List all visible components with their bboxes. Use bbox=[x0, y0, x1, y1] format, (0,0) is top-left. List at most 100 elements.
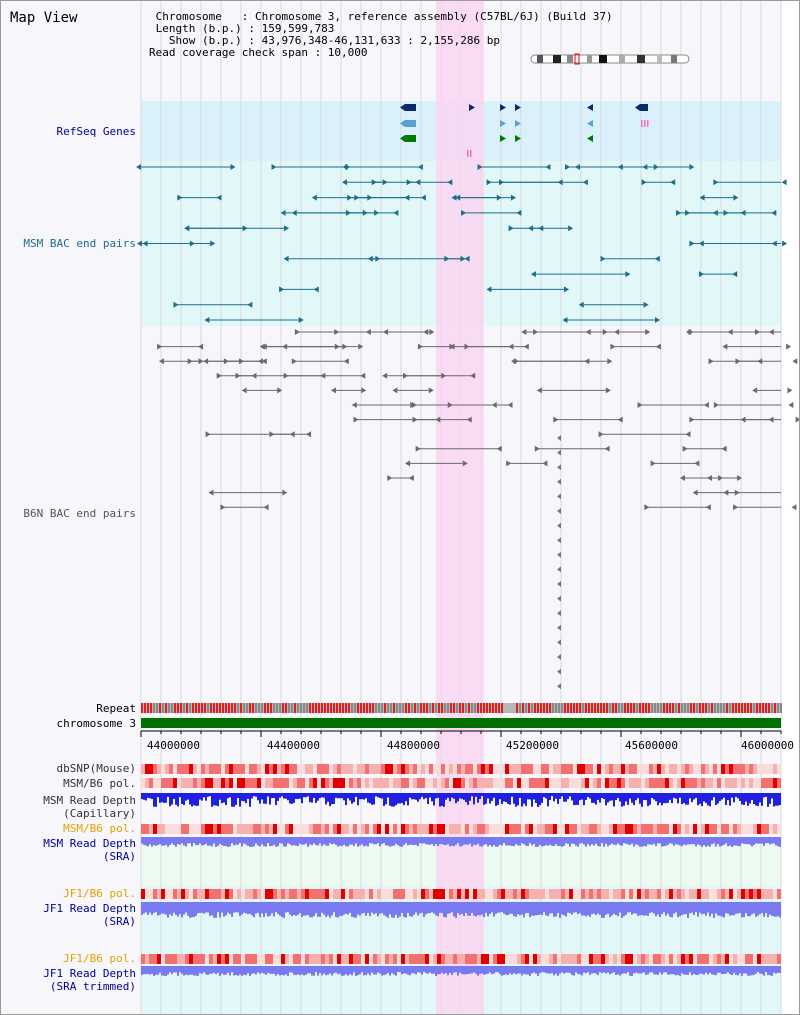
polymorphism-cell bbox=[541, 889, 545, 899]
polymorphism-cell bbox=[409, 954, 413, 964]
repeat-element bbox=[597, 703, 599, 713]
read-depth-bar bbox=[177, 966, 179, 976]
read-depth-bar bbox=[341, 837, 343, 847]
polymorphism-cell bbox=[145, 824, 149, 834]
track-label-msm-depth-sra[interactable]: MSM Read Depth bbox=[43, 837, 136, 850]
read-depth-bar bbox=[227, 966, 229, 973]
read-depth-bar bbox=[407, 793, 409, 806]
track-label-msm-depth-cap[interactable]: MSM Read Depth bbox=[43, 794, 136, 807]
b6n-bac-pair bbox=[723, 489, 729, 496]
polymorphism-cell bbox=[529, 824, 533, 834]
track-label-refseq[interactable]: RefSeq Genes bbox=[56, 125, 136, 138]
read-depth-bar bbox=[195, 837, 197, 846]
read-depth-bar bbox=[231, 966, 233, 973]
polymorphism-cell bbox=[653, 954, 657, 964]
read-depth-bar bbox=[209, 902, 211, 916]
polymorphism-cell bbox=[257, 824, 261, 834]
read-depth-bar bbox=[429, 793, 431, 798]
repeat-element bbox=[288, 703, 290, 713]
read-depth-bar bbox=[649, 966, 651, 973]
read-depth-bar bbox=[317, 837, 319, 846]
read-depth-bar bbox=[323, 902, 325, 915]
read-depth-bar bbox=[253, 837, 255, 847]
polymorphism-cell bbox=[405, 778, 409, 788]
track-label-b6n-bac[interactable]: B6N BAC end pairs bbox=[23, 507, 136, 520]
polymorphism-cell bbox=[461, 778, 465, 788]
polymorphism-cell bbox=[149, 764, 153, 774]
read-depth-bar bbox=[221, 837, 223, 846]
track-label-msm-pol-1[interactable]: MSM/B6 pol. bbox=[63, 777, 136, 790]
read-depth-bar bbox=[377, 902, 379, 917]
read-depth-bar bbox=[695, 837, 697, 847]
read-depth-bar bbox=[401, 837, 403, 847]
read-depth-bar bbox=[429, 902, 431, 914]
read-depth-bar bbox=[571, 837, 573, 844]
read-depth-bar bbox=[467, 793, 469, 805]
polymorphism-cell bbox=[373, 764, 377, 774]
polymorphism-cell bbox=[189, 824, 193, 834]
read-depth-bar bbox=[147, 793, 149, 798]
polymorphism-cell bbox=[545, 889, 549, 899]
read-depth-bar bbox=[277, 793, 279, 801]
track-label-msm-bac[interactable]: MSM BAC end pairs bbox=[23, 237, 136, 250]
read-depth-bar bbox=[643, 902, 645, 916]
polymorphism-cell bbox=[593, 824, 597, 834]
read-depth-bar bbox=[761, 793, 763, 806]
b6n-bac-pair bbox=[605, 387, 611, 394]
repeat-element bbox=[351, 703, 353, 713]
polymorphism-cell bbox=[293, 764, 297, 774]
polymorphism-cell bbox=[493, 889, 497, 899]
polymorphism-cell bbox=[273, 889, 277, 899]
track-label-jf1-depth-sra[interactable]: JF1 Read Depth bbox=[43, 902, 136, 915]
track-label-jf1-pol-1[interactable]: JF1/B6 pol. bbox=[63, 887, 136, 900]
read-depth-bar bbox=[617, 793, 619, 799]
repeat-element bbox=[612, 703, 614, 713]
read-depth-bar bbox=[175, 793, 177, 805]
read-depth-bar bbox=[747, 902, 749, 917]
repeat-element bbox=[624, 703, 626, 713]
read-depth-bar bbox=[643, 837, 645, 846]
repeat-element bbox=[336, 703, 338, 713]
read-depth-bar bbox=[419, 837, 421, 844]
read-depth-bar bbox=[623, 902, 625, 917]
b6n-bac-pair bbox=[694, 460, 700, 467]
read-depth-bar bbox=[719, 966, 721, 973]
repeat-element bbox=[462, 703, 464, 713]
read-depth-bar bbox=[365, 837, 367, 846]
polymorphism-cell bbox=[649, 778, 653, 788]
polymorphism-cell bbox=[549, 824, 553, 834]
polymorphism-cell bbox=[349, 778, 353, 788]
polymorphism-cell bbox=[429, 778, 433, 788]
polymorphism-cell bbox=[237, 764, 241, 774]
read-depth-bar bbox=[585, 966, 587, 974]
track-label-jf1-depth-trim[interactable]: JF1 Read Depth bbox=[43, 967, 136, 980]
read-depth-bar bbox=[355, 966, 357, 976]
read-depth-bar bbox=[531, 837, 533, 846]
polymorphism-cell bbox=[657, 778, 661, 788]
read-depth-bar bbox=[497, 837, 499, 847]
b6n-bac-pair bbox=[713, 402, 719, 408]
msm-bac-pair bbox=[279, 286, 285, 293]
track-label-msm-pol-2[interactable]: MSM/B6 pol. bbox=[63, 822, 136, 835]
read-depth-bar bbox=[457, 966, 459, 976]
polymorphism-cell bbox=[401, 764, 405, 774]
read-depth-bar bbox=[277, 966, 279, 975]
msm-bac-pair bbox=[455, 194, 461, 201]
read-depth-bar bbox=[323, 837, 325, 845]
polymorphism-cell bbox=[329, 778, 333, 788]
read-depth-bar bbox=[665, 966, 667, 973]
repeat-element bbox=[762, 703, 764, 713]
read-depth-bar bbox=[671, 793, 673, 804]
track-label-dbsnp[interactable]: dbSNP(Mouse) bbox=[56, 762, 136, 775]
read-depth-bar bbox=[625, 793, 627, 802]
polymorphism-cell bbox=[493, 824, 497, 834]
read-depth-bar bbox=[679, 966, 681, 976]
polymorphism-tracks bbox=[141, 764, 781, 964]
refseq-genes bbox=[400, 104, 649, 157]
read-depth-bar bbox=[205, 837, 207, 844]
read-depth-bar bbox=[445, 902, 447, 918]
read-depth-bar bbox=[731, 902, 733, 916]
read-depth-bar bbox=[405, 793, 407, 802]
track-label-jf1-pol-2[interactable]: JF1/B6 pol. bbox=[63, 952, 136, 965]
